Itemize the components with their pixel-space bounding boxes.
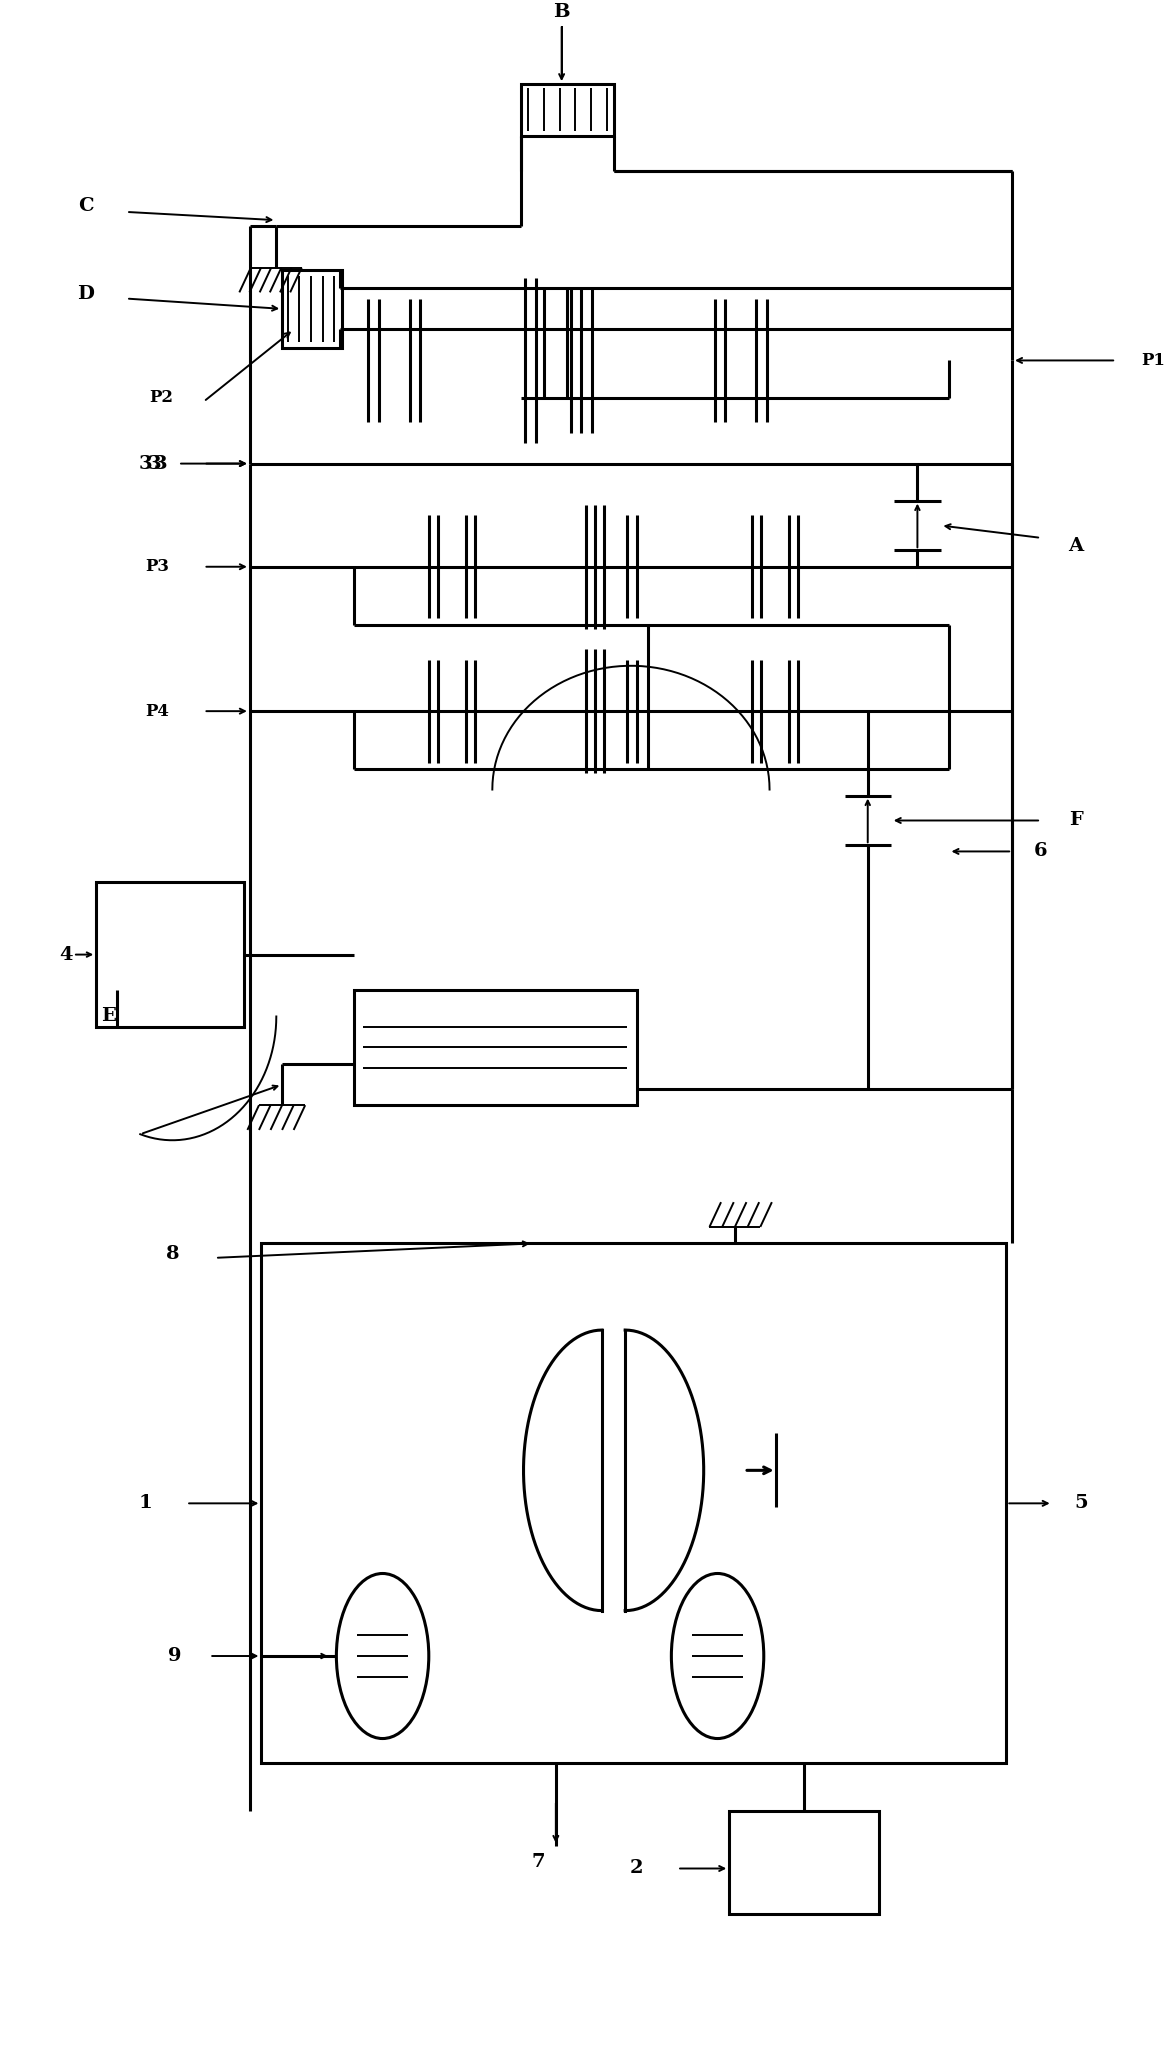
Text: P1: P1	[1142, 352, 1165, 368]
Text: 3: 3	[147, 455, 160, 472]
Bar	[96, 882, 245, 1027]
Text: 3: 3	[139, 455, 152, 472]
Bar	[261, 1244, 1006, 1764]
Bar	[729, 1811, 880, 1915]
Text: A: A	[1068, 536, 1083, 555]
Text: 4: 4	[60, 946, 73, 965]
Bar	[282, 269, 342, 348]
Text: B: B	[553, 2, 570, 21]
Text: P2: P2	[149, 389, 173, 406]
Bar	[353, 989, 636, 1105]
Text: 8: 8	[166, 1244, 179, 1263]
Text: P4: P4	[145, 702, 170, 720]
Text: C: C	[78, 197, 94, 215]
Text: 7: 7	[532, 1853, 545, 1871]
Text: 2: 2	[629, 1859, 644, 1877]
Text: 1: 1	[139, 1495, 152, 1513]
Text: D: D	[77, 286, 95, 304]
Bar	[521, 85, 613, 135]
Text: E: E	[102, 1008, 116, 1025]
Text: 3: 3	[154, 455, 167, 472]
Text: 6: 6	[1034, 842, 1048, 861]
Text: F: F	[1068, 811, 1082, 830]
Text: 9: 9	[168, 1648, 181, 1664]
Text: P3: P3	[145, 559, 170, 575]
Text: 5: 5	[1074, 1495, 1088, 1513]
